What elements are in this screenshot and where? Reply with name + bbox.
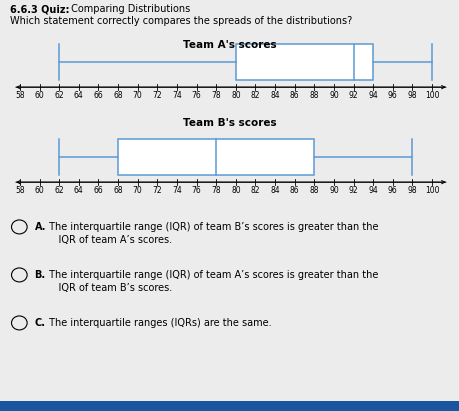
Text: Team A's scores: Team A's scores xyxy=(183,40,276,50)
Text: 68: 68 xyxy=(113,186,123,195)
Text: A.: A. xyxy=(34,222,46,232)
Text: C.: C. xyxy=(34,318,45,328)
Text: 98: 98 xyxy=(407,91,416,100)
Text: 100: 100 xyxy=(424,91,438,100)
Text: 82: 82 xyxy=(250,91,260,100)
Text: 92: 92 xyxy=(348,186,358,195)
Text: 58: 58 xyxy=(15,91,25,100)
Text: 88: 88 xyxy=(309,186,319,195)
Text: 96: 96 xyxy=(387,186,397,195)
Text: 6.6.3 Quiz:: 6.6.3 Quiz: xyxy=(10,4,69,14)
Text: 64: 64 xyxy=(74,91,84,100)
Text: 76: 76 xyxy=(191,91,201,100)
Text: 74: 74 xyxy=(172,186,181,195)
Bar xyxy=(118,139,313,175)
Text: 58: 58 xyxy=(15,186,25,195)
Text: 66: 66 xyxy=(93,186,103,195)
Text: Comparing Distributions: Comparing Distributions xyxy=(68,4,190,14)
Text: 66: 66 xyxy=(93,91,103,100)
Bar xyxy=(235,44,372,79)
Text: 90: 90 xyxy=(328,186,338,195)
Text: 64: 64 xyxy=(74,186,84,195)
Text: 96: 96 xyxy=(387,91,397,100)
Text: Which statement correctly compares the spreads of the distributions?: Which statement correctly compares the s… xyxy=(10,16,352,26)
Text: 80: 80 xyxy=(230,186,240,195)
Text: 70: 70 xyxy=(133,186,142,195)
Text: 60: 60 xyxy=(34,91,45,100)
Text: 72: 72 xyxy=(152,186,162,195)
Text: The interquartile range (IQR) of team A’s scores is greater than the
    IQR of : The interquartile range (IQR) of team A’… xyxy=(46,270,378,293)
Text: 68: 68 xyxy=(113,91,123,100)
Text: The interquartile ranges (IQRs) are the same.: The interquartile ranges (IQRs) are the … xyxy=(46,318,271,328)
Text: 74: 74 xyxy=(172,91,181,100)
Text: 100: 100 xyxy=(424,186,438,195)
Text: 72: 72 xyxy=(152,91,162,100)
Text: 88: 88 xyxy=(309,91,319,100)
Text: 90: 90 xyxy=(328,91,338,100)
Text: 84: 84 xyxy=(270,91,279,100)
Text: 86: 86 xyxy=(289,186,299,195)
Text: 62: 62 xyxy=(54,91,64,100)
Text: 94: 94 xyxy=(368,91,377,100)
Text: 80: 80 xyxy=(230,91,240,100)
Text: 78: 78 xyxy=(211,91,220,100)
Text: The interquartile range (IQR) of team B’s scores is greater than the
    IQR of : The interquartile range (IQR) of team B’… xyxy=(46,222,378,245)
Text: 94: 94 xyxy=(368,186,377,195)
Text: 82: 82 xyxy=(250,186,260,195)
Text: 76: 76 xyxy=(191,186,201,195)
Text: 84: 84 xyxy=(270,186,279,195)
Text: 78: 78 xyxy=(211,186,220,195)
Text: B.: B. xyxy=(34,270,45,280)
Text: 70: 70 xyxy=(133,91,142,100)
Text: 98: 98 xyxy=(407,186,416,195)
Text: 62: 62 xyxy=(54,186,64,195)
Text: Team B's scores: Team B's scores xyxy=(183,118,276,128)
Text: 60: 60 xyxy=(34,186,45,195)
Text: 92: 92 xyxy=(348,91,358,100)
Text: 86: 86 xyxy=(289,91,299,100)
